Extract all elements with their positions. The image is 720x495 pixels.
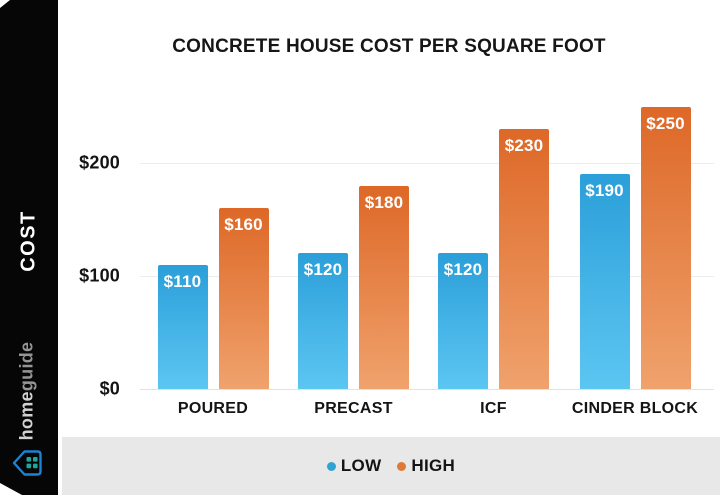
y-tick-label-200: $200	[79, 152, 120, 173]
legend-item-low: LOW	[326, 456, 382, 476]
brand-logo: homeguide	[17, 342, 38, 441]
bar-low-icf: $120	[438, 253, 488, 389]
x-category-label-precast: PRECAST	[314, 400, 393, 417]
bar-value-label: $180	[364, 192, 404, 212]
bar-value-label: $230	[504, 136, 544, 156]
homeguide-house-icon	[12, 450, 42, 476]
bar-low-poured: $110	[157, 264, 208, 389]
y-tick-label-100: $100	[79, 265, 120, 286]
sidebar: COST homeguide	[0, 0, 58, 495]
legend: LOW HIGH	[62, 437, 720, 495]
legend-item-high: HIGH	[397, 456, 455, 476]
chart-area: CONCRETE HOUSE COST PER SQUARE FOOT $0 $1…	[58, 0, 720, 437]
bar-value-label: $120	[303, 260, 343, 280]
bar-value-label: $190	[585, 181, 624, 201]
corner-cut-top-left	[0, 0, 10, 8]
x-axis-line	[140, 389, 714, 390]
bar-value-label: $250	[646, 113, 685, 133]
gridline-200	[140, 163, 714, 164]
y-tick-label-0: $0	[99, 378, 120, 399]
x-category-label-cinder-block: CINDER BLOCK	[571, 400, 699, 417]
bar-low-cinder-block: $190	[579, 174, 630, 389]
x-category-label-poured: POURED	[177, 400, 249, 417]
brand-name-guide: guide	[16, 341, 37, 392]
bar-low-precast: $120	[298, 253, 348, 389]
bar-value-label: $110	[163, 271, 202, 291]
plot-area: $0 $100 $200 POURED PRECAST ICF CINDER BLOCK $1…	[58, 0, 720, 437]
bar-value-label: $120	[443, 260, 483, 280]
bar-high-precast: $180	[359, 185, 409, 389]
y-axis-title: COST	[17, 210, 40, 272]
legend-label-high: HIGH	[411, 456, 456, 475]
brand-name-home: home	[16, 391, 37, 441]
low-color-dot	[326, 461, 336, 471]
legend-label-low: LOW	[340, 456, 382, 475]
high-color-dot	[397, 461, 407, 471]
chart-title: CONCRETE HOUSE COST PER SQUARE FOOT	[172, 36, 606, 57]
x-category-label-icf: ICF	[480, 400, 507, 417]
bar-high-poured: $160	[218, 208, 269, 389]
legend-band: LOW HIGH	[62, 437, 720, 495]
bar-value-label: $160	[224, 215, 263, 235]
gridline-100	[140, 276, 714, 277]
bar-high-icf: $230	[499, 129, 549, 389]
bar-high-cinder-block: $250	[640, 106, 691, 389]
corner-cut-bottom-left	[0, 483, 22, 495]
